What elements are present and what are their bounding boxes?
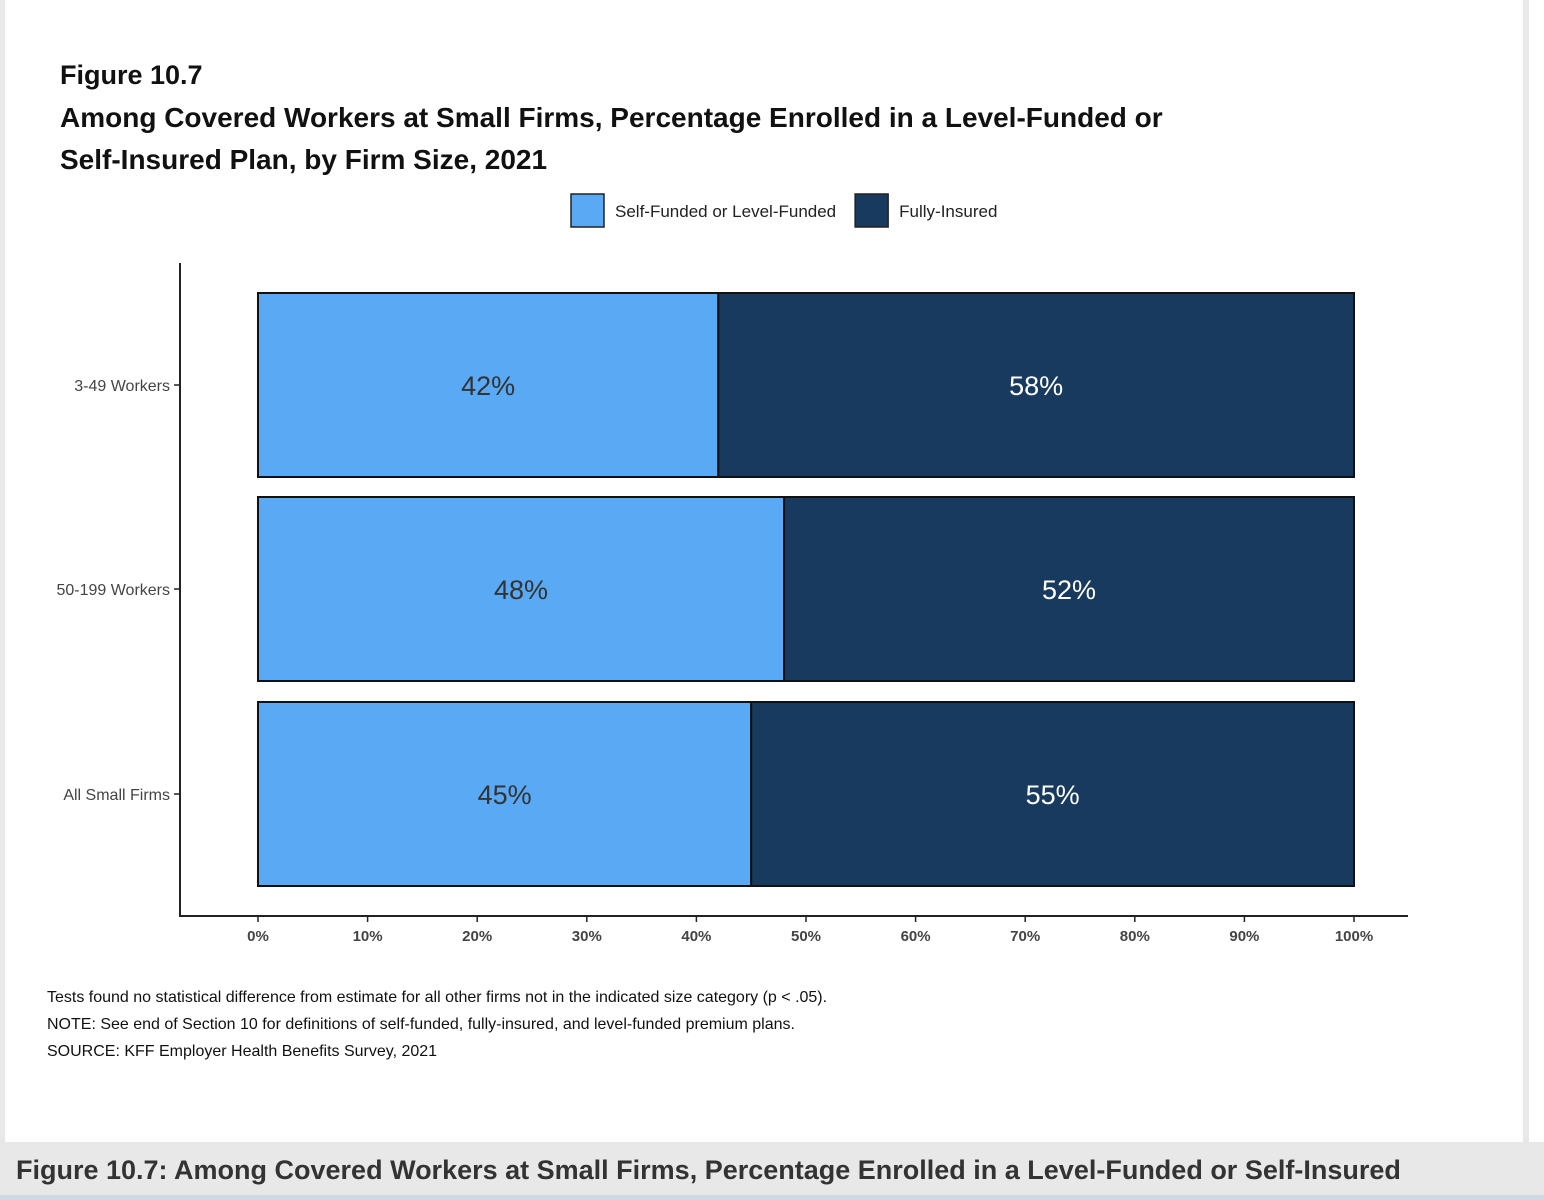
legend-swatch-1	[854, 193, 889, 228]
x-tick-label: 0%	[247, 928, 269, 945]
x-tick-label: 80%	[1120, 928, 1150, 945]
bar-1-2	[750, 701, 1355, 887]
bar-0-0	[257, 292, 720, 478]
legend-label-0: Self-Funded or Level-Funded	[615, 202, 836, 221]
chart-title-line-1: Among Covered Workers at Small Firms, Pe…	[60, 102, 1163, 133]
right-border	[1523, 0, 1529, 1142]
legend-swatch-0	[570, 193, 605, 228]
data-label: 55%	[1026, 780, 1080, 810]
x-tick-label: 60%	[901, 928, 931, 945]
bar-0-1	[257, 496, 786, 682]
x-tick-label: 20%	[462, 928, 492, 945]
caption-bottom-bar	[0, 1195, 1544, 1200]
data-label: 58%	[1009, 371, 1063, 401]
left-border	[0, 0, 5, 1142]
bar-0-2	[257, 701, 753, 887]
bar-1-0	[717, 292, 1355, 478]
x-tick-label: 40%	[681, 928, 711, 945]
x-tick-label: 100%	[1335, 928, 1373, 945]
bar-1-1	[783, 496, 1355, 682]
y-tick-label: 50-199 Workers	[56, 582, 170, 599]
x-tick-label: 50%	[791, 928, 821, 945]
chart-title-line-2: Self-Insured Plan, by Firm Size, 2021	[60, 144, 548, 175]
y-tick-label: 3-49 Workers	[74, 378, 170, 395]
x-tick-label: 30%	[572, 928, 602, 945]
note-stat-test: Tests found no statistical difference fr…	[47, 989, 828, 1006]
y-tick-label: All Small Firms	[63, 787, 170, 804]
data-label: 52%	[1042, 575, 1096, 605]
note-source: SOURCE: KFF Employer Health Benefits Sur…	[47, 1043, 438, 1060]
data-label: 42%	[461, 371, 515, 401]
x-tick-label: 90%	[1229, 928, 1259, 945]
data-label: 45%	[478, 780, 532, 810]
data-label: 48%	[494, 575, 548, 605]
legend-label-1: Fully-Insured	[899, 202, 997, 221]
note-definitions: NOTE: See end of Section 10 for definiti…	[47, 1016, 795, 1033]
caption-band	[0, 1142, 1544, 1200]
figure-caption: Figure 10.7: Among Covered Workers at Sm…	[16, 1155, 1401, 1185]
figure-label: Figure 10.7	[60, 60, 203, 90]
x-tick-label: 70%	[1010, 928, 1040, 945]
chart: Self-Funded or Level-Funded Fully-Insured…	[56, 193, 1408, 945]
x-tick-label: 10%	[353, 928, 383, 945]
